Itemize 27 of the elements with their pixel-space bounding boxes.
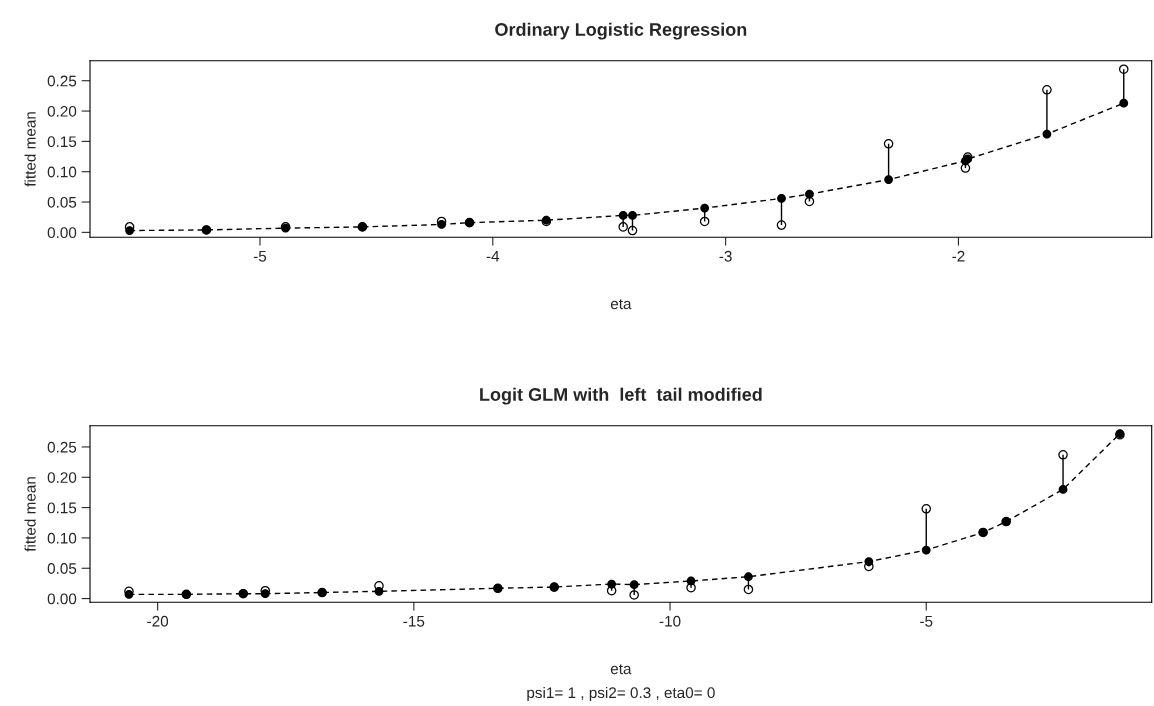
y-tick-label: 0.25 bbox=[47, 441, 77, 453]
y-axis-title: fitted mean bbox=[24, 112, 36, 187]
y-tick-label: 0.15 bbox=[47, 502, 77, 514]
x-tick-label: -20 bbox=[147, 615, 169, 627]
y-axis-title: fitted mean bbox=[24, 477, 36, 552]
y-tick-label: 0.00 bbox=[47, 593, 77, 605]
x-tick-label: -15 bbox=[403, 615, 425, 627]
y-tick-label: 0.25 bbox=[47, 75, 77, 87]
chart-title: Logit GLM with left tail modified bbox=[480, 387, 762, 405]
y-tick-label: 0.20 bbox=[47, 105, 77, 117]
y-tick-label: 0.10 bbox=[47, 166, 77, 178]
text: psi1= 1 , psi2= 0.3 , eta0= 0 bbox=[527, 686, 715, 702]
x-tick-label: -2 bbox=[952, 250, 965, 262]
chart-title: Ordinary Logistic Regression bbox=[495, 22, 747, 40]
x-tick-label: -3 bbox=[719, 250, 732, 262]
x-tick-label: -5 bbox=[920, 615, 933, 627]
x-tick-label: -5 bbox=[253, 250, 267, 262]
x-axis-title: eta bbox=[610, 299, 632, 310]
y-tick-label: 0.00 bbox=[47, 227, 77, 239]
x-axis-title: eta bbox=[610, 664, 632, 675]
x-tick-label: -4 bbox=[486, 250, 500, 262]
y-tick-label: 0.20 bbox=[47, 472, 77, 483]
y-tick-label: 0.10 bbox=[47, 532, 77, 544]
y-tick-label: 0.05 bbox=[47, 563, 77, 574]
y-tick-label: 0.15 bbox=[47, 136, 77, 148]
x-tick-label: -10 bbox=[659, 615, 681, 627]
y-tick-label: 0.05 bbox=[47, 196, 77, 208]
